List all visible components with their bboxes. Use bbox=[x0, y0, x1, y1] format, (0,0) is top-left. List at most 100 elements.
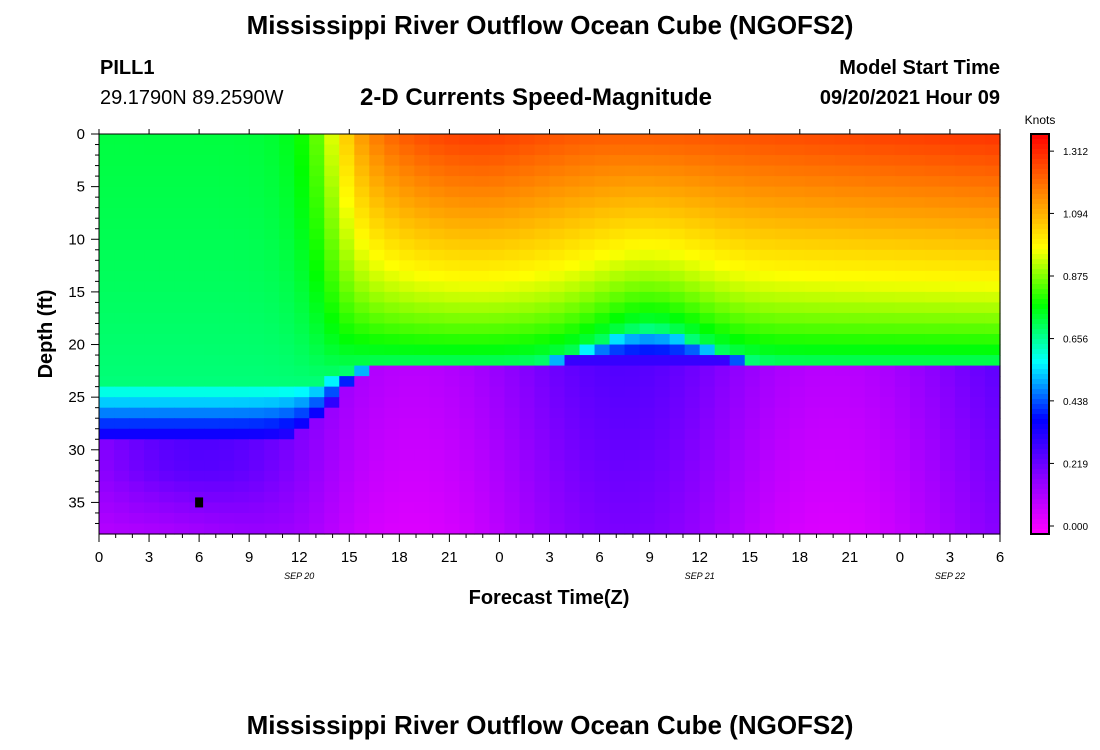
heatmap-cell bbox=[294, 512, 310, 525]
heatmap-cell bbox=[699, 176, 716, 188]
heatmap-cell bbox=[639, 470, 656, 482]
y-tick-label: 5 bbox=[77, 179, 85, 196]
heatmap-cell bbox=[879, 228, 896, 240]
heatmap-cell bbox=[954, 134, 971, 146]
heatmap-cell bbox=[534, 323, 551, 335]
heatmap-cell bbox=[144, 386, 160, 398]
heatmap-cell bbox=[759, 428, 776, 440]
heatmap-cell bbox=[504, 186, 521, 198]
heatmap-cell bbox=[564, 134, 581, 146]
heatmap-cell bbox=[174, 334, 190, 346]
heatmap-cell bbox=[549, 344, 566, 356]
heatmap-cell bbox=[144, 376, 160, 388]
heatmap-cell bbox=[129, 512, 145, 525]
heatmap-cell bbox=[864, 291, 881, 304]
heatmap-cell bbox=[774, 197, 791, 209]
heatmap-cell bbox=[609, 460, 626, 472]
heatmap-cell bbox=[234, 365, 250, 377]
heatmap-cell bbox=[684, 312, 701, 325]
heatmap-cell bbox=[864, 481, 881, 493]
heatmap-cell bbox=[564, 502, 581, 514]
heatmap-cell bbox=[309, 407, 325, 419]
heatmap-cell bbox=[369, 134, 385, 146]
heatmap-cell bbox=[774, 281, 791, 293]
heatmap-cell bbox=[714, 470, 731, 482]
heatmap-cell bbox=[819, 439, 836, 451]
heatmap-cell bbox=[159, 491, 175, 504]
heatmap-cell bbox=[264, 144, 280, 156]
heatmap-cell bbox=[879, 176, 896, 188]
heatmap-cell bbox=[774, 481, 791, 493]
heatmap-cell bbox=[549, 323, 566, 335]
heatmap-cell bbox=[864, 197, 881, 209]
heatmap-cell bbox=[669, 155, 686, 167]
heatmap-cell bbox=[969, 228, 986, 240]
heatmap-cell bbox=[744, 323, 761, 335]
heatmap-cell bbox=[594, 239, 611, 251]
heatmap-cell bbox=[174, 312, 190, 325]
heatmap-cell bbox=[324, 386, 340, 398]
heatmap-cell bbox=[429, 365, 445, 377]
heatmap-cell bbox=[789, 270, 806, 282]
heatmap-cell bbox=[474, 144, 491, 156]
heatmap-cell bbox=[759, 491, 776, 504]
heatmap-cell bbox=[309, 291, 325, 304]
colorbar-segment bbox=[1031, 439, 1049, 445]
heatmap-cell bbox=[669, 134, 686, 146]
heatmap-cell bbox=[189, 355, 205, 367]
heatmap-cell bbox=[114, 134, 130, 146]
heatmap-cell bbox=[159, 439, 175, 451]
heatmap-cell bbox=[159, 270, 175, 282]
heatmap-cell bbox=[114, 355, 130, 367]
heatmap-cell bbox=[474, 155, 491, 167]
heatmap-cell bbox=[579, 523, 596, 535]
heatmap-cell bbox=[714, 418, 731, 430]
heatmap-cell bbox=[564, 176, 581, 188]
heatmap-cell bbox=[624, 344, 641, 356]
heatmap-cell bbox=[309, 155, 325, 167]
heatmap-cell bbox=[429, 176, 445, 188]
heatmap-cell bbox=[789, 407, 806, 419]
colorbar-segment bbox=[1031, 399, 1049, 405]
heatmap-cell bbox=[504, 470, 521, 482]
heatmap-cell bbox=[879, 523, 896, 535]
heatmap-cell bbox=[669, 439, 686, 451]
heatmap-cell bbox=[534, 449, 551, 461]
heatmap-cell bbox=[669, 239, 686, 251]
heatmap-cell bbox=[294, 218, 310, 230]
heatmap-cell bbox=[819, 460, 836, 472]
heatmap-cell bbox=[339, 281, 355, 293]
heatmap-cell bbox=[234, 239, 250, 251]
heatmap-cell bbox=[729, 470, 746, 482]
heatmap-cell bbox=[819, 239, 836, 251]
heatmap-cell bbox=[519, 228, 536, 240]
heatmap-cell bbox=[444, 260, 460, 272]
heatmap-cell bbox=[804, 176, 821, 188]
heatmap-cell bbox=[699, 207, 716, 219]
colorbar-segment bbox=[1031, 339, 1049, 345]
heatmap-cell bbox=[474, 134, 491, 146]
heatmap-cell bbox=[849, 386, 866, 398]
heatmap-cell bbox=[309, 186, 325, 198]
heatmap-cell bbox=[609, 291, 626, 304]
heatmap-cell bbox=[354, 470, 370, 482]
heatmap-cell bbox=[624, 144, 641, 156]
heatmap-cell bbox=[444, 186, 460, 198]
heatmap-cell bbox=[279, 470, 295, 482]
heatmap-cell bbox=[399, 239, 415, 251]
heatmap-cell bbox=[534, 302, 551, 314]
heatmap-cell bbox=[279, 449, 295, 461]
heatmap-cell bbox=[174, 228, 190, 240]
heatmap-cell bbox=[159, 176, 175, 188]
heatmap-cell bbox=[174, 428, 190, 440]
heatmap-cell bbox=[879, 239, 896, 251]
heatmap-cell bbox=[879, 376, 896, 388]
heatmap-cell bbox=[369, 407, 385, 419]
heatmap-cell bbox=[339, 228, 355, 240]
heatmap-cell bbox=[534, 334, 551, 346]
heatmap-cell bbox=[99, 239, 115, 251]
heatmap-cell bbox=[279, 134, 295, 146]
heatmap-cell bbox=[429, 134, 445, 146]
heatmap-cell bbox=[354, 439, 370, 451]
heatmap-cell bbox=[549, 512, 566, 525]
